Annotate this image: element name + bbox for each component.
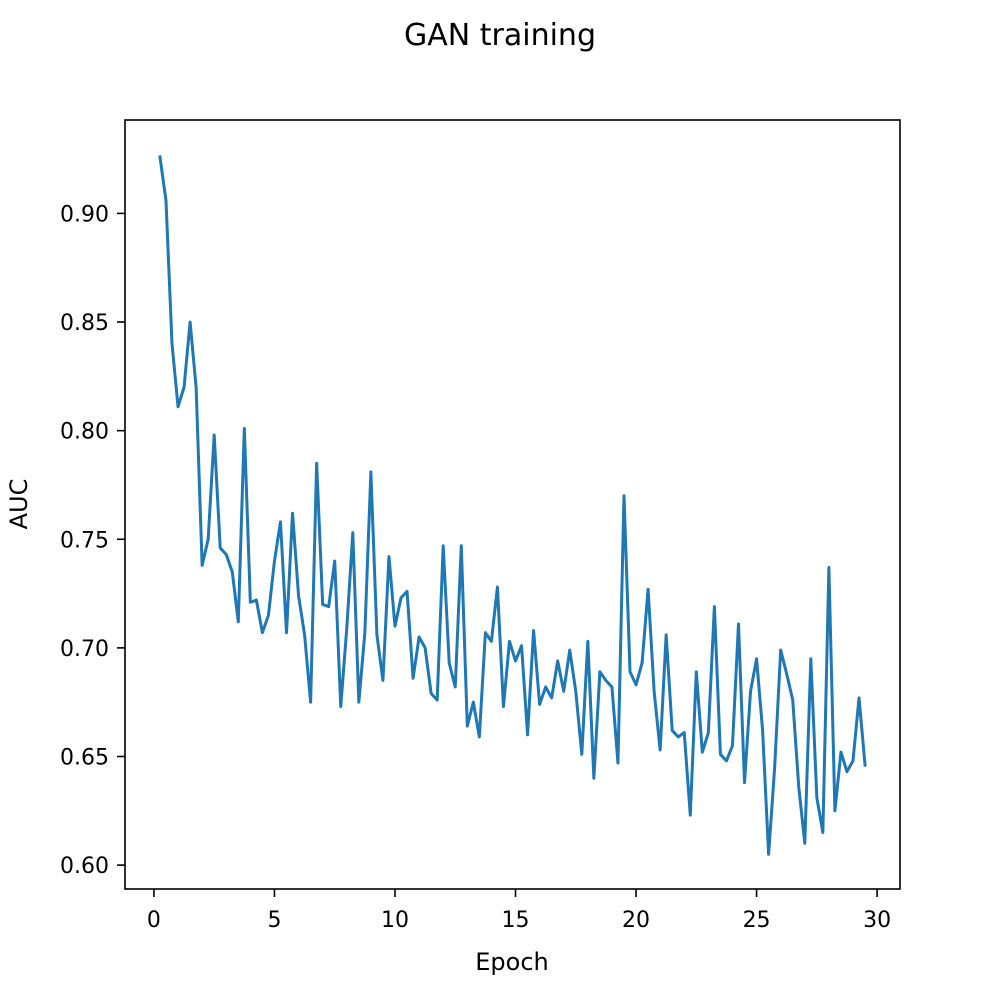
x-tick-label: 30 xyxy=(863,908,891,933)
x-tick-label: 15 xyxy=(502,908,530,933)
y-tick-label: 0.90 xyxy=(60,202,109,227)
axes-frame xyxy=(124,119,901,890)
x-tick-label: 10 xyxy=(381,908,409,933)
y-tick-label: 0.60 xyxy=(60,854,109,879)
y-tick-label: 0.85 xyxy=(60,311,109,336)
x-axis-ticks: 0 5 10 15 20 25 30 xyxy=(147,889,891,933)
y-axis-ticks: 0.60 0.65 0.70 0.75 0.80 0.85 0.90 xyxy=(60,202,125,879)
x-tick-label: 20 xyxy=(622,908,650,933)
x-tick-label: 25 xyxy=(743,908,771,933)
chart-title: GAN training xyxy=(404,18,596,53)
x-tick-label: 0 xyxy=(147,908,161,933)
y-tick-label: 0.65 xyxy=(60,745,109,770)
x-tick-label: 5 xyxy=(267,908,281,933)
y-axis-label: AUC xyxy=(5,479,33,530)
y-tick-label: 0.70 xyxy=(60,637,109,662)
series-line-auc xyxy=(158,155,867,856)
x-axis-label: Epoch xyxy=(475,948,549,976)
y-tick-label: 0.75 xyxy=(60,528,109,553)
y-tick-label: 0.80 xyxy=(60,420,109,445)
